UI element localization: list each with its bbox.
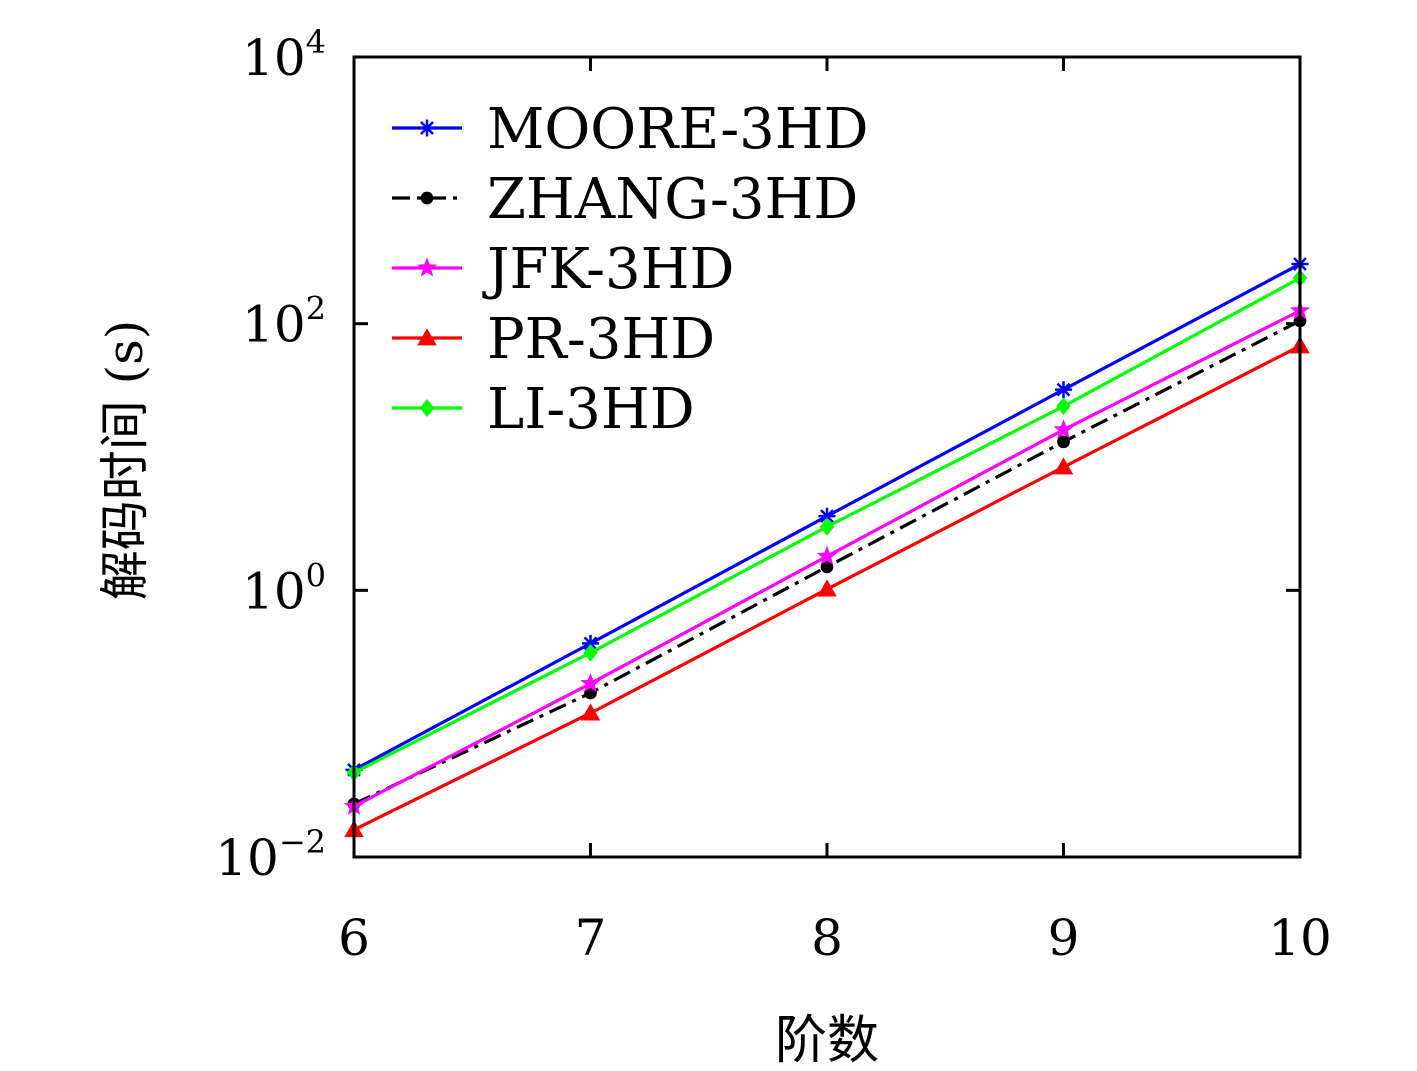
legend-label: LI-3HD [487,377,695,442]
series-marker-diamond [583,643,598,662]
y-axis-label: 解码时间 (s) [96,320,154,601]
legend-label: JFK-3HD [482,237,734,302]
legend-item: ZHANG-3HD [392,167,858,232]
x-tick-label: 10 [1268,909,1332,967]
legend-label: PR-3HD [487,307,715,372]
series-marker-star [1053,419,1074,439]
series-marker-asterisk [1055,381,1072,399]
legend-item: JFK-3HD [392,237,734,302]
series-marker-diamond [419,399,435,417]
x-axis-label: 阶数 [775,1011,879,1071]
series-marker-star [416,257,438,277]
series-marker-dot [1057,435,1070,449]
series-marker-dot [420,191,434,205]
series-marker-diamond [819,517,835,536]
series-marker-diamond [1056,397,1071,416]
series-marker-star [816,545,838,565]
y-tick-label: 102 [242,290,326,354]
y-tick-label: 10−2 [215,823,326,887]
series-marker-triangle [580,703,601,721]
series-marker-dot [820,560,834,574]
x-tick-label: 7 [575,909,607,967]
x-tick-label: 9 [1048,909,1080,967]
legend-label: MOORE-3HD [487,97,869,162]
legend-item: PR-3HD [392,307,715,372]
x-tick-label: 8 [811,909,843,967]
y-tick-label: 104 [242,23,326,87]
legend-item: LI-3HD [392,377,695,442]
legend-label: ZHANG-3HD [487,167,858,232]
series-layer [343,255,1311,838]
legend-item: MOORE-3HD [392,97,869,162]
series-marker-star [580,672,601,693]
axis-layer: 6 7 8 9 10 104 102 100 10−2 [215,23,1332,967]
y-tick-label: 100 [242,556,326,620]
x-tick-label: 6 [338,909,370,967]
series-marker-triangle [817,579,837,597]
series-marker-asterisk [418,119,436,137]
series-marker-triangle [1053,457,1074,475]
series-marker-triangle [417,328,437,346]
